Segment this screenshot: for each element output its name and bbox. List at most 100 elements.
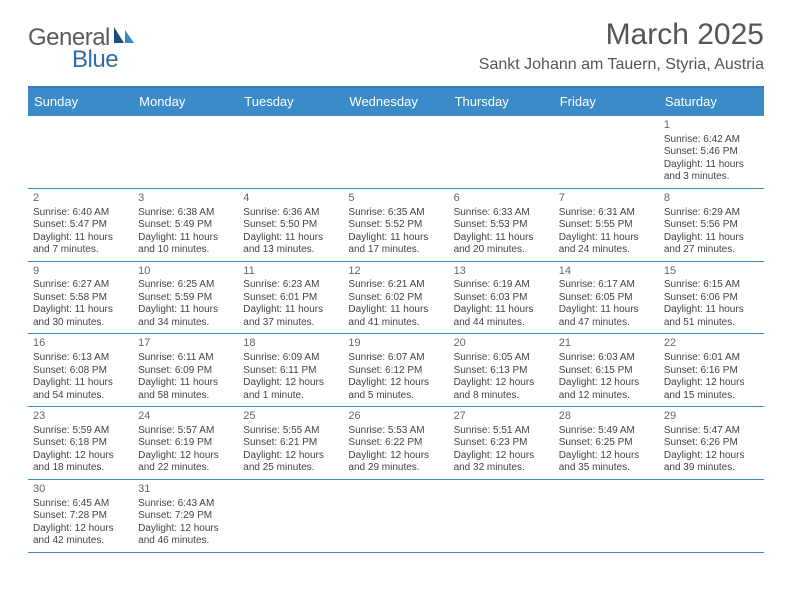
sunrise-text: Sunrise: 6:03 AM: [559, 352, 654, 365]
weekday-tuesday: Tuesday: [238, 88, 343, 116]
sunset-text: Sunset: 6:25 PM: [559, 437, 654, 450]
calendar-day-cell: 15Sunrise: 6:15 AMSunset: 6:06 PMDayligh…: [659, 262, 764, 334]
sunset-text: Sunset: 5:50 PM: [243, 219, 338, 232]
calendar-day-cell: 7Sunrise: 6:31 AMSunset: 5:55 PMDaylight…: [554, 189, 659, 261]
daylight-text: Daylight: 11 hours and 20 minutes.: [454, 232, 549, 257]
weekday-header-row: Sunday Monday Tuesday Wednesday Thursday…: [28, 88, 764, 116]
logo-sail-icon: [112, 24, 136, 44]
daylight-text: Daylight: 11 hours and 7 minutes.: [33, 232, 128, 257]
daylight-text: Daylight: 12 hours and 18 minutes.: [33, 450, 128, 475]
sunset-text: Sunset: 7:28 PM: [33, 510, 128, 523]
sunrise-text: Sunrise: 6:36 AM: [243, 207, 338, 220]
calendar-day-cell: 23Sunrise: 5:59 AMSunset: 6:18 PMDayligh…: [28, 407, 133, 479]
sunset-text: Sunset: 6:23 PM: [454, 437, 549, 450]
daylight-text: Daylight: 11 hours and 41 minutes.: [348, 304, 443, 329]
calendar-day-cell: 24Sunrise: 5:57 AMSunset: 6:19 PMDayligh…: [133, 407, 238, 479]
sunset-text: Sunset: 5:56 PM: [664, 219, 759, 232]
calendar-day-cell: 22Sunrise: 6:01 AMSunset: 6:16 PMDayligh…: [659, 334, 764, 406]
sunset-text: Sunset: 6:12 PM: [348, 365, 443, 378]
sunset-text: Sunset: 5:58 PM: [33, 292, 128, 305]
sunrise-text: Sunrise: 6:42 AM: [664, 134, 759, 147]
daylight-text: Daylight: 12 hours and 22 minutes.: [138, 450, 233, 475]
calendar-day-cell: 11Sunrise: 6:23 AMSunset: 6:01 PMDayligh…: [238, 262, 343, 334]
sunset-text: Sunset: 5:47 PM: [33, 219, 128, 232]
calendar-day-cell: 18Sunrise: 6:09 AMSunset: 6:11 PMDayligh…: [238, 334, 343, 406]
calendar-empty-cell: [238, 116, 343, 188]
daylight-text: Daylight: 12 hours and 35 minutes.: [559, 450, 654, 475]
sunrise-text: Sunrise: 5:59 AM: [33, 425, 128, 438]
sunrise-text: Sunrise: 5:57 AM: [138, 425, 233, 438]
calendar-day-cell: 6Sunrise: 6:33 AMSunset: 5:53 PMDaylight…: [449, 189, 554, 261]
daylight-text: Daylight: 11 hours and 3 minutes.: [664, 159, 759, 184]
calendar-empty-cell: [554, 480, 659, 552]
weekday-wednesday: Wednesday: [343, 88, 448, 116]
calendar-empty-cell: [343, 480, 448, 552]
day-number: 24: [138, 410, 233, 424]
sunrise-text: Sunrise: 6:27 AM: [33, 279, 128, 292]
day-number: 21: [559, 337, 654, 351]
sunset-text: Sunset: 6:03 PM: [454, 292, 549, 305]
calendar-day-cell: 12Sunrise: 6:21 AMSunset: 6:02 PMDayligh…: [343, 262, 448, 334]
sunrise-text: Sunrise: 6:19 AM: [454, 279, 549, 292]
sunrise-text: Sunrise: 6:09 AM: [243, 352, 338, 365]
calendar-day-cell: 5Sunrise: 6:35 AMSunset: 5:52 PMDaylight…: [343, 189, 448, 261]
sunset-text: Sunset: 5:52 PM: [348, 219, 443, 232]
calendar-week-row: 1Sunrise: 6:42 AMSunset: 5:46 PMDaylight…: [28, 116, 764, 189]
calendar-day-cell: 27Sunrise: 5:51 AMSunset: 6:23 PMDayligh…: [449, 407, 554, 479]
sunrise-text: Sunrise: 5:51 AM: [454, 425, 549, 438]
day-number: 16: [33, 337, 128, 351]
daylight-text: Daylight: 12 hours and 39 minutes.: [664, 450, 759, 475]
calendar-week-row: 2Sunrise: 6:40 AMSunset: 5:47 PMDaylight…: [28, 189, 764, 262]
daylight-text: Daylight: 11 hours and 44 minutes.: [454, 304, 549, 329]
sunset-text: Sunset: 6:06 PM: [664, 292, 759, 305]
calendar-week-row: 16Sunrise: 6:13 AMSunset: 6:08 PMDayligh…: [28, 334, 764, 407]
calendar-day-cell: 3Sunrise: 6:38 AMSunset: 5:49 PMDaylight…: [133, 189, 238, 261]
title-block: March 2025 Sankt Johann am Tauern, Styri…: [479, 18, 764, 74]
calendar-empty-cell: [343, 116, 448, 188]
daylight-text: Daylight: 12 hours and 8 minutes.: [454, 377, 549, 402]
logo-text-blue: Blue: [72, 46, 118, 73]
sunrise-text: Sunrise: 6:23 AM: [243, 279, 338, 292]
day-number: 1: [664, 119, 759, 133]
sunrise-text: Sunrise: 6:38 AM: [138, 207, 233, 220]
header: General Blue March 2025 Sankt Johann am …: [28, 18, 764, 80]
daylight-text: Daylight: 11 hours and 24 minutes.: [559, 232, 654, 257]
calendar-day-cell: 16Sunrise: 6:13 AMSunset: 6:08 PMDayligh…: [28, 334, 133, 406]
sunset-text: Sunset: 5:46 PM: [664, 146, 759, 159]
day-number: 13: [454, 265, 549, 279]
day-number: 10: [138, 265, 233, 279]
sunset-text: Sunset: 6:13 PM: [454, 365, 549, 378]
sunset-text: Sunset: 6:21 PM: [243, 437, 338, 450]
daylight-text: Daylight: 12 hours and 15 minutes.: [664, 377, 759, 402]
daylight-text: Daylight: 11 hours and 30 minutes.: [33, 304, 128, 329]
sunrise-text: Sunrise: 6:45 AM: [33, 498, 128, 511]
sunset-text: Sunset: 6:02 PM: [348, 292, 443, 305]
sunset-text: Sunset: 6:19 PM: [138, 437, 233, 450]
day-number: 27: [454, 410, 549, 424]
sunset-text: Sunset: 7:29 PM: [138, 510, 233, 523]
calendar-empty-cell: [659, 480, 764, 552]
weekday-saturday: Saturday: [659, 88, 764, 116]
daylight-text: Daylight: 12 hours and 42 minutes.: [33, 523, 128, 548]
daylight-text: Daylight: 11 hours and 27 minutes.: [664, 232, 759, 257]
day-number: 19: [348, 337, 443, 351]
day-number: 5: [348, 192, 443, 206]
sunset-text: Sunset: 6:18 PM: [33, 437, 128, 450]
sunset-text: Sunset: 5:59 PM: [138, 292, 233, 305]
calendar-empty-cell: [133, 116, 238, 188]
sunrise-text: Sunrise: 6:15 AM: [664, 279, 759, 292]
calendar-empty-cell: [449, 116, 554, 188]
sunrise-text: Sunrise: 6:07 AM: [348, 352, 443, 365]
sunset-text: Sunset: 6:08 PM: [33, 365, 128, 378]
day-number: 31: [138, 483, 233, 497]
sunrise-text: Sunrise: 5:53 AM: [348, 425, 443, 438]
calendar-day-cell: 8Sunrise: 6:29 AMSunset: 5:56 PMDaylight…: [659, 189, 764, 261]
calendar-day-cell: 25Sunrise: 5:55 AMSunset: 6:21 PMDayligh…: [238, 407, 343, 479]
day-number: 26: [348, 410, 443, 424]
calendar-empty-cell: [28, 116, 133, 188]
calendar-empty-cell: [449, 480, 554, 552]
day-number: 6: [454, 192, 549, 206]
sunrise-text: Sunrise: 6:35 AM: [348, 207, 443, 220]
daylight-text: Daylight: 11 hours and 58 minutes.: [138, 377, 233, 402]
sunset-text: Sunset: 6:05 PM: [559, 292, 654, 305]
